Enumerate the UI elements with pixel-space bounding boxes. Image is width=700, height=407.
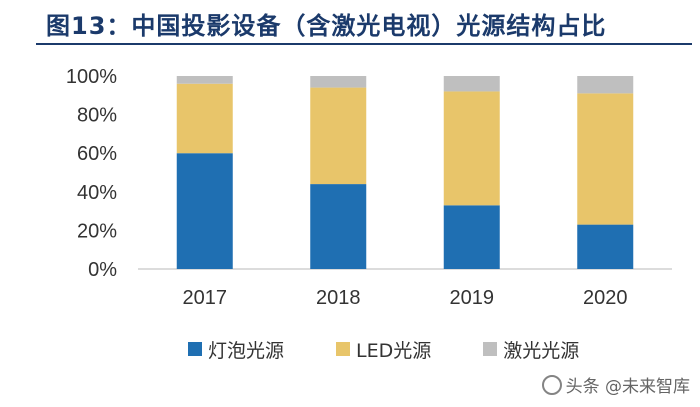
x-tick-label: 2018	[316, 287, 361, 309]
bar-segment	[577, 93, 634, 225]
legend-swatch-bulb	[188, 342, 202, 356]
y-tick-label: 60%	[77, 143, 117, 165]
bar-segment	[176, 83, 233, 154]
title-underline	[36, 43, 692, 45]
legend-item-laser: 激光光源	[483, 336, 579, 363]
legend-item-bulb: 灯泡光源	[188, 336, 284, 363]
bar-segment	[443, 76, 500, 92]
watermark: 头条 @未来智库	[538, 372, 690, 397]
chart-title: 图13：中国投影设备（含激光电视）光源结构占比	[46, 12, 607, 40]
bar-segment	[310, 87, 367, 185]
legend-label-laser: 激光光源	[503, 339, 580, 362]
bar-segment	[176, 76, 233, 84]
x-tick-label: 2019	[450, 287, 495, 309]
y-tick-label: 80%	[77, 105, 117, 127]
legend-item-led: LED光源	[336, 336, 431, 363]
watermark-text: 头条 @未来智库	[565, 377, 690, 397]
bar-segment	[443, 205, 500, 269]
y-tick-label: 0%	[88, 259, 117, 281]
bar-segment	[577, 224, 634, 269]
stacked-bar-chart: 0% 20% 40% 60% 80% 100% 2017 2018 2019 2020	[66, 66, 672, 309]
y-tick-label: 20%	[77, 220, 117, 242]
legend-label-led: LED光源	[356, 339, 432, 362]
bar-segment	[310, 184, 367, 269]
y-tick-label: 40%	[77, 182, 117, 204]
bar-segment	[310, 76, 367, 88]
watermark-logo-icon	[541, 375, 562, 395]
legend: 灯泡光源 LED光源 激光光源	[188, 334, 631, 364]
bar-segment	[577, 76, 634, 94]
x-tick-label: 2017	[183, 287, 228, 309]
bar-segment	[176, 153, 233, 269]
legend-swatch-laser	[483, 342, 498, 356]
legend-label-bulb: 灯泡光源	[208, 339, 285, 362]
legend-swatch-led	[336, 342, 351, 356]
y-tick-label: 100%	[66, 66, 117, 88]
x-tick-label: 2020	[583, 287, 628, 309]
title-bar: 图13：中国投影设备（含激光电视）光源结构占比	[0, 0, 700, 45]
bar-segment	[443, 91, 500, 206]
